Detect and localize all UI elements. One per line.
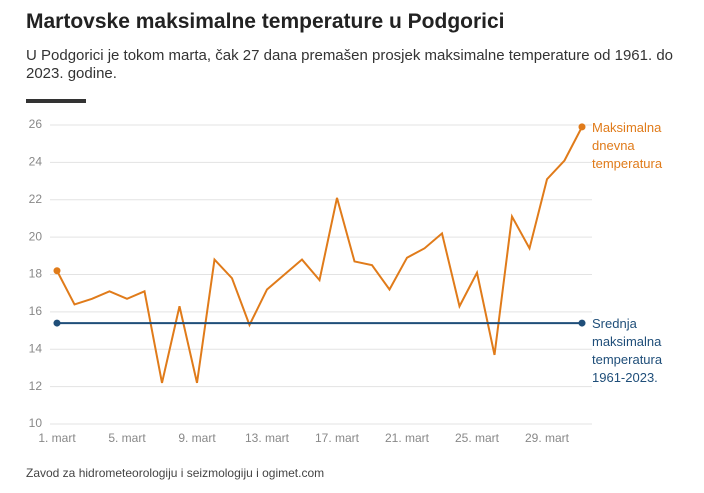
y-tick-label: 20 (29, 229, 43, 243)
x-tick-label: 9. mart (178, 431, 216, 445)
end-marker (578, 319, 586, 327)
end-marker (578, 123, 586, 131)
y-tick-label: 10 (29, 416, 43, 430)
series-line (56, 126, 583, 384)
x-tick-label: 17. mart (315, 431, 360, 445)
x-tick-label: 5. mart (108, 431, 146, 445)
y-tick-label: 22 (29, 192, 43, 206)
y-tick-label: 18 (29, 267, 43, 281)
y-tick-label: 12 (29, 379, 43, 393)
x-tick-label: 25. mart (455, 431, 500, 445)
y-tick-label: 26 (29, 117, 43, 131)
chart-title: Martovske maksimalne temperature u Podgo… (26, 10, 505, 33)
x-tick-label: 13. mart (245, 431, 290, 445)
x-tick-label: 1. mart (38, 431, 76, 445)
end-marker (53, 319, 61, 327)
y-tick-label: 24 (29, 155, 43, 169)
x-tick-label: 21. mart (385, 431, 430, 445)
series-label: Maksimalna dnevna temperatura (592, 119, 663, 171)
y-tick-label: 14 (29, 341, 43, 355)
end-marker (53, 267, 61, 275)
chart-subtitle: U Podgorici je tokom marta, čak 27 dana … (26, 47, 673, 82)
series-label: Srednja maksimalna temperatura 1961-2023… (592, 316, 663, 386)
accent-bar (26, 99, 86, 103)
x-tick-label: 29. mart (525, 431, 570, 445)
y-tick-label: 16 (29, 304, 43, 318)
source-note: Zavod za hidrometeorologiju i seizmologi… (26, 466, 325, 480)
